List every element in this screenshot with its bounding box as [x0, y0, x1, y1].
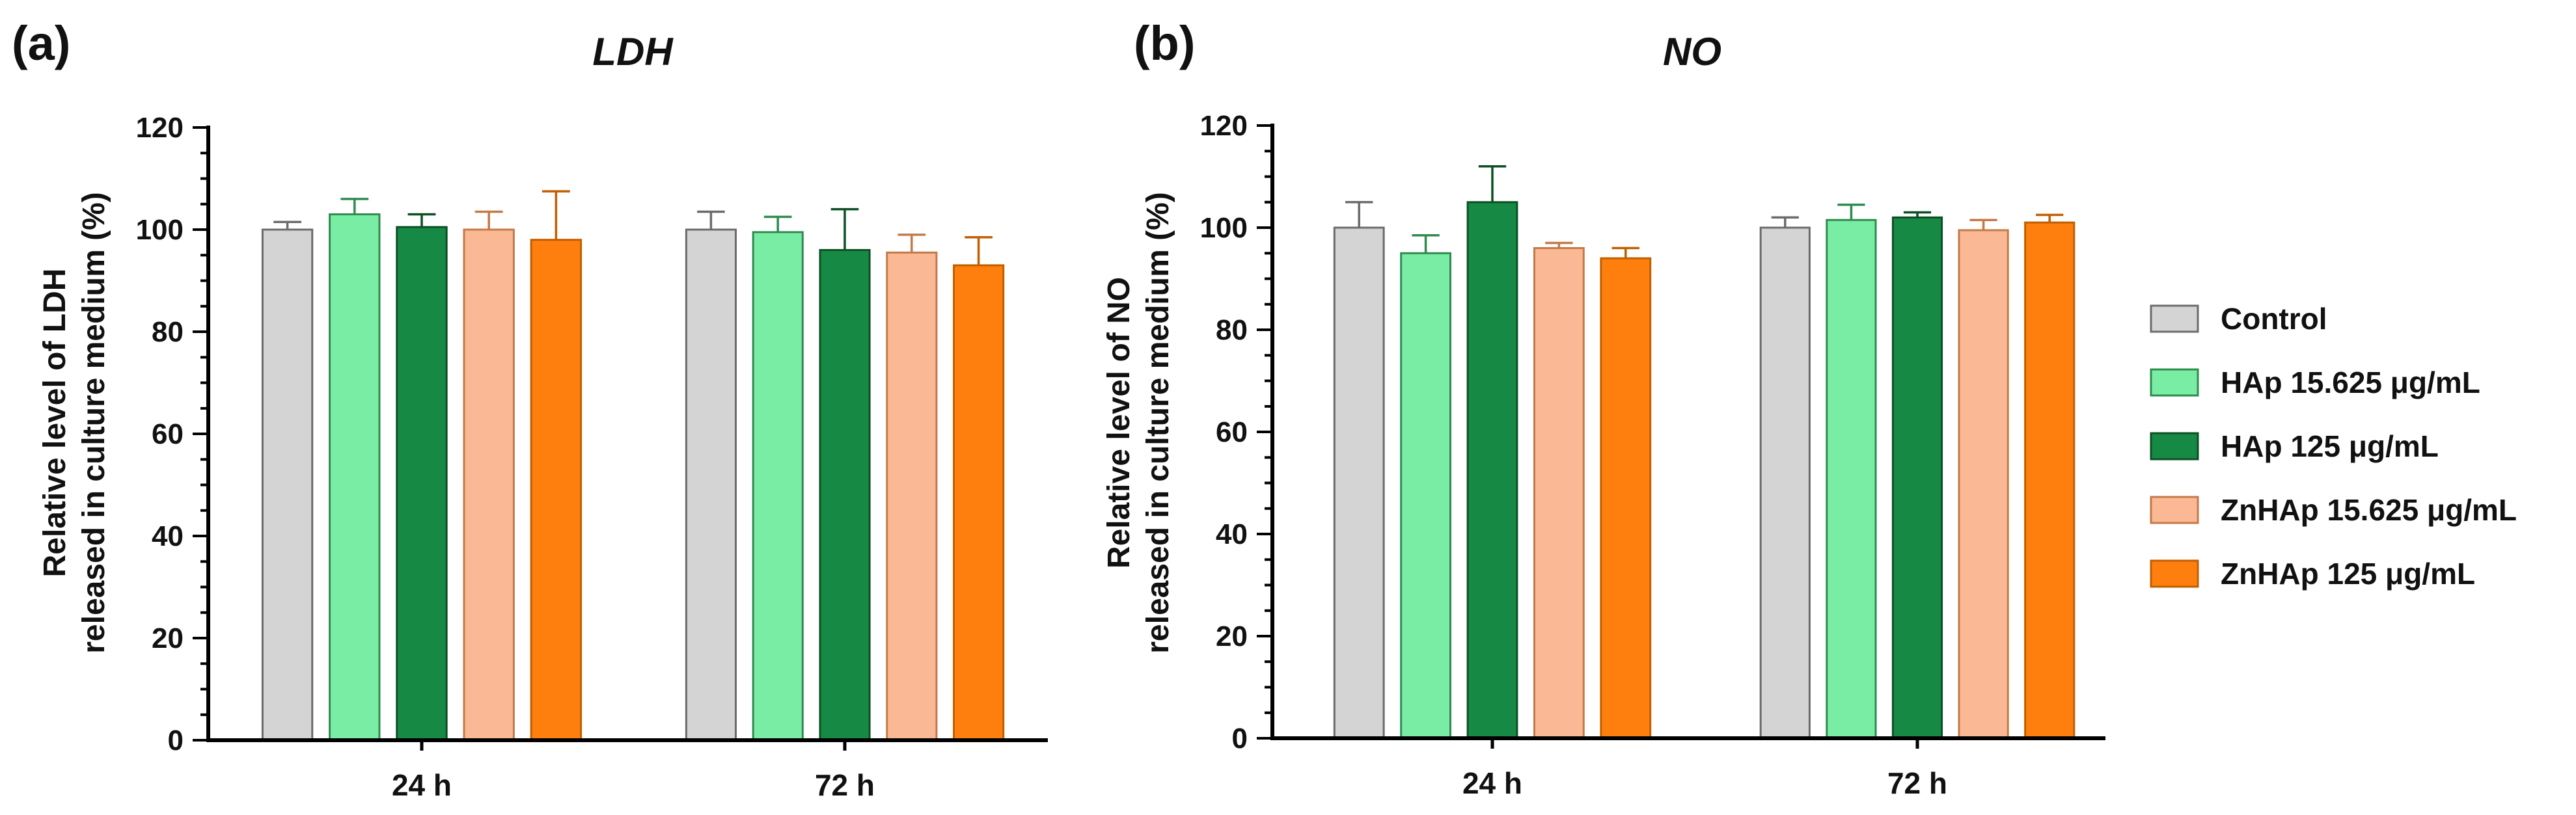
bar-1-1-4 [2024, 221, 2076, 740]
y-tick-label-1-0: 0 [1232, 723, 1248, 755]
chart-title-no: NO [1663, 30, 1721, 73]
bar-1-0-0 [1333, 226, 1385, 740]
plot-area-a: 24 h 72 h 0 20 40 60 80 100 120 [136, 112, 1048, 802]
y-tick-label-1-80: 80 [1216, 314, 1248, 346]
bar-0-1-0 [685, 228, 737, 742]
x-tick-label-1-0: 24 h [1462, 766, 1522, 800]
y-axis-label-line2: released in culture medium (%) [77, 192, 111, 654]
bar-0-1-3 [886, 251, 938, 742]
bar-1-0-3 [1533, 247, 1585, 740]
legend: Control HAp 15.625 μg/mL HAp 125 μg/mL ZnHA… [2150, 302, 2517, 591]
y-axis-label-line1: Relative level of LDH [38, 269, 72, 578]
y-tick-label-0-120: 120 [136, 112, 184, 144]
bar-0-0-1 [329, 213, 381, 742]
legend-label-4: ZnHAp 125 μg/mL [2221, 557, 2475, 591]
x-tick-label-1-1: 72 h [1887, 766, 1947, 800]
y-tick-label-0-0: 0 [168, 725, 184, 756]
bar-1-1-0 [1759, 226, 1811, 740]
plot-area-b: 24 h 72 h 0 20 40 60 80 100 120 [1200, 110, 2105, 800]
bar-1-0-1 [1400, 252, 1451, 740]
bar-0-0-0 [261, 228, 314, 742]
bar-1-1-1 [1826, 219, 1877, 740]
bar-0-1-1 [752, 231, 804, 742]
legend-label-1: HAp 15.625 μg/mL [2221, 366, 2480, 399]
chart-title-ldh: LDH [592, 30, 674, 73]
y-tick-label-1-100: 100 [1200, 212, 1248, 244]
x-tick-label-0-0: 24 h [392, 768, 452, 802]
bar-0-0-4 [530, 239, 582, 742]
y-tick-label-0-80: 80 [152, 316, 184, 348]
y-tick-label-0-100: 100 [136, 214, 184, 246]
legend-swatch-4 [2150, 559, 2199, 588]
bar-0-0-3 [463, 228, 515, 742]
legend-label-0: Control [2221, 302, 2327, 336]
y-tick-label-1-40: 40 [1216, 518, 1248, 550]
y-tick-label-1-20: 20 [1216, 621, 1248, 652]
legend-label-2: HAp 125 μg/mL [2221, 429, 2439, 463]
legend-swatch-1 [2150, 368, 2199, 397]
bar-1-0-4 [1600, 257, 1652, 740]
bar-0-0-2 [396, 226, 448, 742]
legend-swatch-0 [2150, 304, 2199, 333]
panel-label-b: (b) [1134, 16, 1196, 70]
legend-swatch-2 [2150, 432, 2199, 461]
y-tick-label-1-60: 60 [1216, 416, 1248, 448]
y-axis-label-line1: Relative level of NO [1102, 277, 1136, 568]
bar-0-1-4 [953, 264, 1005, 742]
y-tick-label-0-20: 20 [152, 622, 184, 654]
bar-1-1-2 [1891, 216, 1943, 740]
bar-1-1-3 [1958, 229, 2009, 740]
y-axis-label-line2: released in culture medium (%) [1141, 192, 1175, 654]
y-tick-label-1-120: 120 [1200, 110, 1248, 142]
panel-label-a: (a) [12, 16, 70, 70]
y-tick-label-0-40: 40 [152, 520, 184, 552]
panel-a: (a) LDH Relative level of LDH released i… [12, 16, 1048, 802]
bar-0-1-2 [819, 248, 871, 742]
legend-swatch-3 [2150, 496, 2199, 524]
bar-1-0-2 [1466, 201, 1518, 740]
x-tick-label-0-1: 72 h [815, 768, 875, 802]
panel-b: (b) NO Relative level of NO released in … [1102, 16, 2105, 800]
y-tick-label-0-60: 60 [152, 418, 184, 450]
legend-label-3: ZnHAp 15.625 μg/mL [2221, 493, 2517, 527]
